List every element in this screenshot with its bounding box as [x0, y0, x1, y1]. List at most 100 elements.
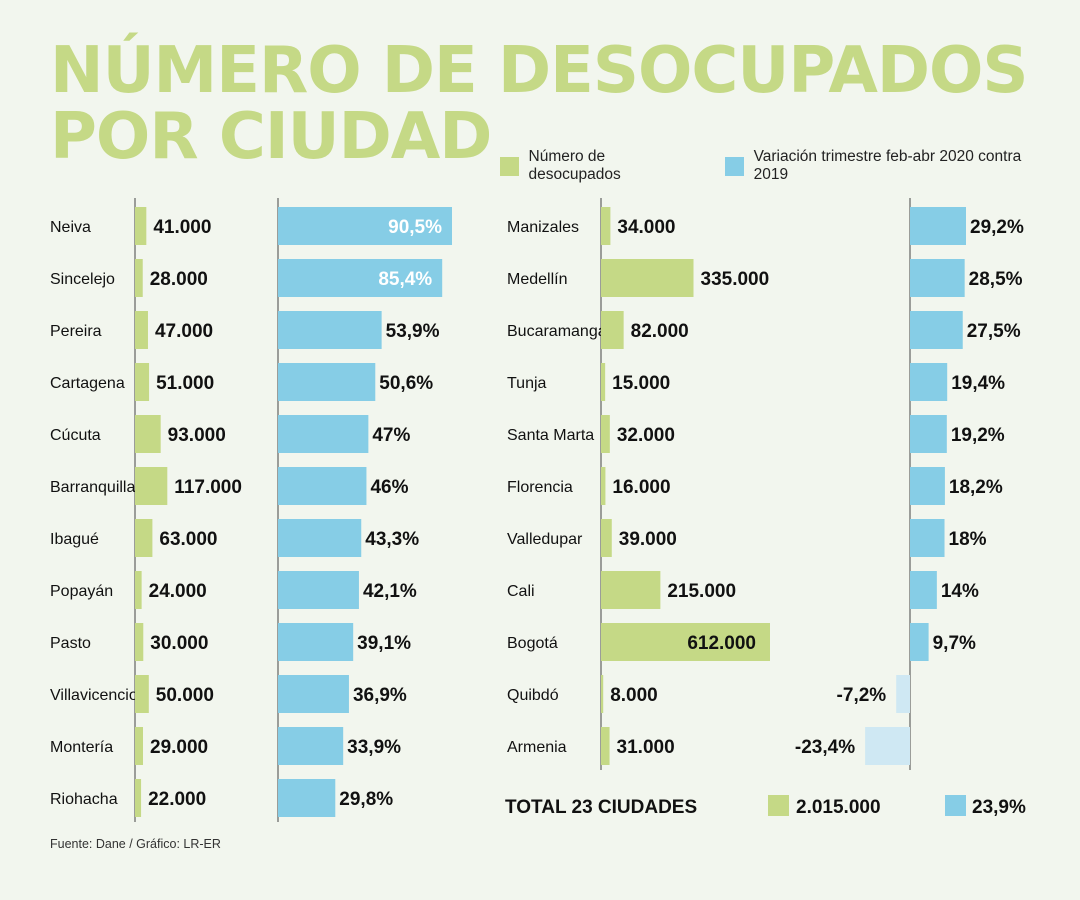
city-label: Medellín — [507, 271, 567, 288]
legend-swatch-blue — [725, 156, 744, 176]
source-note: Fuente: Dane / Gráfico: LR-ER — [50, 837, 221, 851]
value-label-desocupados: 28.000 — [150, 269, 208, 290]
bar-variacion — [910, 467, 945, 505]
value-label-variacion: 18,2% — [949, 477, 1003, 498]
value-label-desocupados: 117.000 — [174, 477, 242, 498]
bar-variacion — [910, 415, 947, 453]
value-label-desocupados: 50.000 — [156, 685, 214, 706]
city-label: Valledupar — [507, 531, 583, 548]
value-label-desocupados: 24.000 — [149, 581, 207, 602]
bar-variacion — [278, 571, 359, 609]
bar-desocupados — [135, 519, 153, 557]
bar-desocupados — [601, 727, 610, 765]
value-label-variacion: 47% — [372, 425, 410, 446]
bar-variacion — [278, 623, 354, 661]
bar-variacion — [910, 519, 945, 557]
value-label-variacion: 14% — [941, 581, 979, 602]
city-label: Ibagué — [50, 531, 99, 548]
chart-title: NÚMERO DE DESOCUPADOS POR CIUDAD — [50, 38, 1028, 170]
bar-variacion — [910, 571, 937, 609]
city-label: Quibdó — [507, 687, 559, 704]
value-label-variacion: 85,4% — [378, 269, 432, 290]
bar-desocupados — [135, 415, 161, 453]
bar-desocupados — [601, 363, 606, 401]
bar-desocupados — [135, 779, 142, 817]
value-label-desocupados: 47.000 — [155, 321, 213, 342]
chart-title-line2: POR CIUDAD — [50, 100, 492, 174]
value-label-desocupados: 22.000 — [148, 789, 206, 810]
city-label: Cali — [507, 583, 535, 600]
bar-variacion — [278, 467, 367, 505]
city-label: Florencia — [507, 479, 573, 496]
bar-desocupados — [135, 675, 149, 713]
bar-desocupados — [135, 727, 144, 765]
city-label: Bucaramanga — [507, 323, 607, 340]
city-label: Sincelejo — [50, 271, 115, 288]
value-label-variacion: 36,9% — [353, 685, 407, 706]
value-label-desocupados: 51.000 — [156, 373, 214, 394]
value-label-variacion: 29,8% — [339, 789, 393, 810]
city-label: Popayán — [50, 583, 113, 600]
value-label-variacion: 46% — [370, 477, 408, 498]
value-label-variacion: 27,5% — [967, 321, 1021, 342]
bar-variacion-negative — [865, 727, 910, 765]
bar-desocupados — [135, 363, 150, 401]
bar-variacion — [910, 311, 963, 349]
city-label: Armenia — [507, 739, 567, 756]
value-label-variacion: 50,6% — [379, 373, 433, 394]
value-label-desocupados: 15.000 — [612, 373, 670, 394]
bar-variacion — [278, 363, 376, 401]
bar-desocupados — [601, 623, 770, 661]
value-label-variacion: 90,5% — [388, 217, 442, 238]
value-label-desocupados: 16.000 — [612, 477, 670, 498]
legend-item-desocupados: Número de desocupados — [500, 148, 697, 184]
total-value-desocupados: 2.015.000 — [796, 797, 881, 818]
bar-desocupados — [135, 311, 148, 349]
value-label-desocupados: 41.000 — [153, 217, 211, 238]
bar-desocupados — [601, 467, 606, 505]
city-label: Cúcuta — [50, 427, 101, 444]
value-label-variacion: 19,2% — [951, 425, 1005, 446]
city-label: Neiva — [50, 219, 91, 236]
legend-label-desocupados: Número de desocupados — [528, 148, 621, 183]
bar-variacion — [278, 415, 369, 453]
value-label-variacion: 18% — [949, 529, 987, 550]
bar-variacion — [278, 207, 452, 245]
bar-variacion — [278, 519, 362, 557]
value-label-desocupados: 93.000 — [168, 425, 226, 446]
value-label-desocupados: 335.000 — [701, 269, 770, 290]
value-label-desocupados: 34.000 — [617, 217, 675, 238]
value-label-variacion: 9,7% — [933, 633, 976, 654]
bar-variacion — [278, 727, 344, 765]
value-label-desocupados: 82.000 — [631, 321, 689, 342]
bar-desocupados — [601, 259, 694, 297]
value-label-desocupados: 29.000 — [150, 737, 208, 758]
bar-desocupados — [135, 467, 168, 505]
legend: Número de desocupados Variación trimestr… — [500, 148, 1080, 184]
value-label-variacion: 29,2% — [970, 217, 1024, 238]
value-label-desocupados: 612.000 — [687, 633, 756, 654]
city-label: Bogotá — [507, 635, 558, 652]
total-label: TOTAL 23 CIUDADES — [505, 797, 697, 818]
bar-variacion — [278, 779, 336, 817]
city-label: Villavicencio — [50, 687, 138, 704]
bar-desocupados — [601, 675, 604, 713]
value-label-variacion: -7,2% — [837, 685, 887, 706]
city-label: Barranquilla — [50, 479, 135, 496]
bar-variacion — [278, 259, 443, 297]
bar-variacion — [910, 259, 965, 297]
bar-desocupados — [601, 311, 624, 349]
value-label-variacion: 19,4% — [951, 373, 1005, 394]
city-label: Pereira — [50, 323, 102, 340]
bar-variacion — [910, 363, 948, 401]
legend-label-variacion: Variación trimestre feb-abr 2020 contra … — [753, 148, 1022, 183]
total-value-variacion: 23,9% — [972, 797, 1026, 818]
chart-title-line1: NÚMERO DE DESOCUPADOS — [50, 34, 1028, 108]
total-swatch-desocupados — [768, 795, 789, 816]
value-label-desocupados: 30.000 — [150, 633, 208, 654]
value-label-variacion: -23,4% — [795, 737, 855, 758]
bar-variacion — [910, 207, 966, 245]
value-label-variacion: 39,1% — [357, 633, 411, 654]
bar-desocupados — [601, 207, 611, 245]
